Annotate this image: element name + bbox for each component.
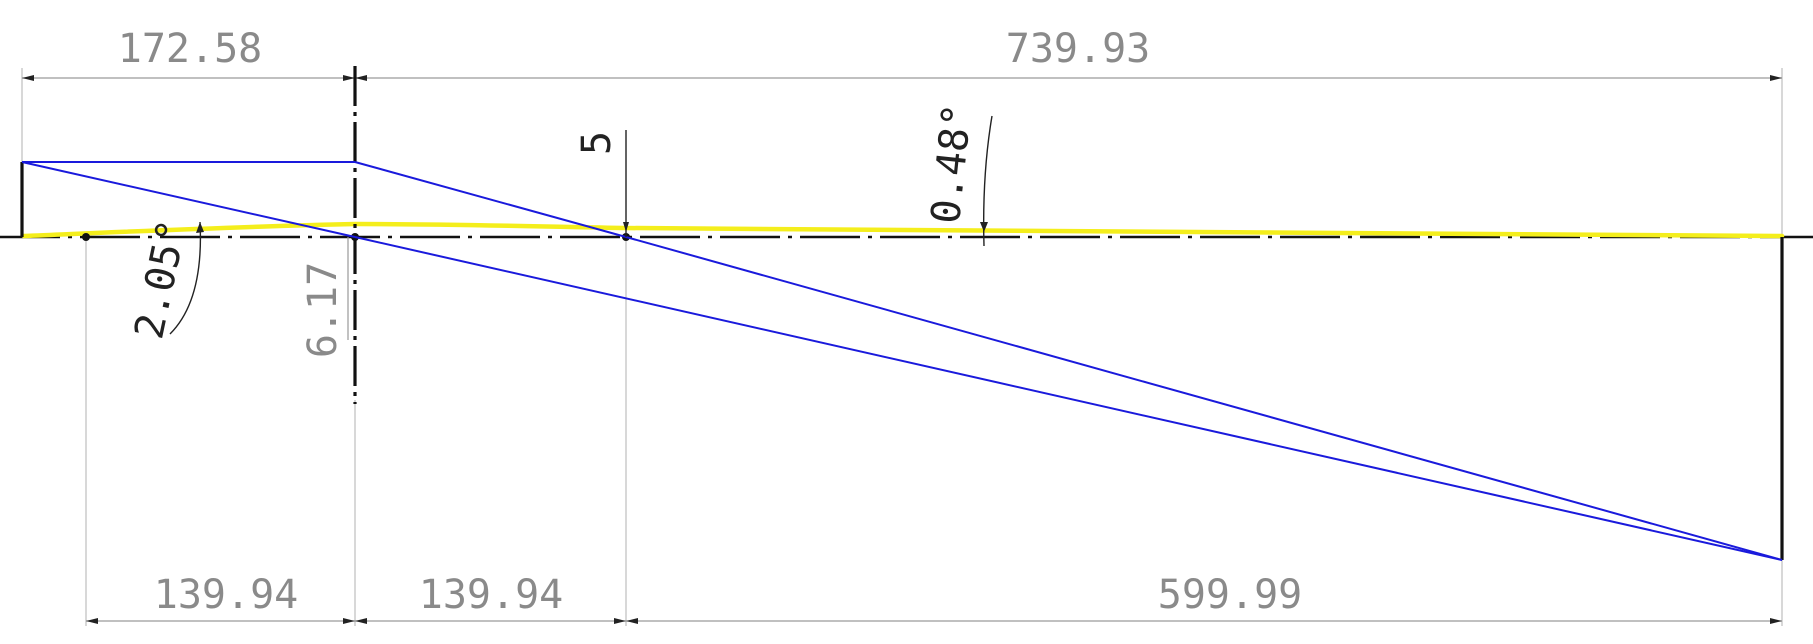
ray-chief-2 [625, 236, 1783, 561]
arrow-top-right-start [355, 75, 367, 81]
dim-label-bottom-3: 599.99 [1158, 572, 1303, 618]
bottom-dimensions: 139.94 139.94 599.99 [85, 236, 1783, 626]
arrow-bottom-2b [614, 618, 626, 624]
top-dimensions: 172.58 739.93 [21, 26, 1783, 236]
arrow-bottom-1b [343, 618, 355, 624]
dim-label-angle-left: 2.05° [126, 216, 196, 343]
arrow-bottom-3a [626, 618, 638, 624]
node-point-1 [82, 233, 90, 241]
arrow-top-left-start [22, 75, 34, 81]
ray-marginal-1 [21, 161, 356, 238]
arrow-bottom-2a [355, 618, 367, 624]
dim-label-bottom-1: 139.94 [154, 572, 299, 618]
lens-height-dimension: 6.17 [300, 237, 349, 358]
optical-elements [20, 66, 1784, 560]
arrow-bottom-3b [1770, 618, 1782, 624]
ray-marginal-2 [354, 236, 1783, 561]
arrow-top-right-end [1770, 75, 1782, 81]
dim-label-offset: 5 [574, 131, 620, 155]
ray-traces [21, 161, 1783, 561]
angle-right-arrow [980, 222, 988, 232]
angle-left-arc [169, 221, 202, 335]
angle-left-arrow [196, 222, 204, 233]
offset-dimension: 5 [574, 130, 629, 237]
angle-left-annotation: 2.05° [126, 216, 204, 343]
arrow-top-left-end [343, 75, 355, 81]
offset-arrow [623, 222, 629, 232]
dim-label-top-right: 739.93 [1006, 26, 1151, 72]
dim-label-bottom-2: 139.94 [419, 572, 564, 618]
dim-label-lens-height: 6.17 [300, 262, 346, 358]
arrow-bottom-1a [86, 618, 98, 624]
ray-chief-1 [354, 161, 627, 238]
dim-label-top-left: 172.58 [118, 26, 263, 72]
angle-right-annotation: 0.48° [923, 101, 993, 247]
highlight-trace [21, 221, 1785, 239]
dim-label-angle-right: 0.48° [923, 101, 981, 226]
